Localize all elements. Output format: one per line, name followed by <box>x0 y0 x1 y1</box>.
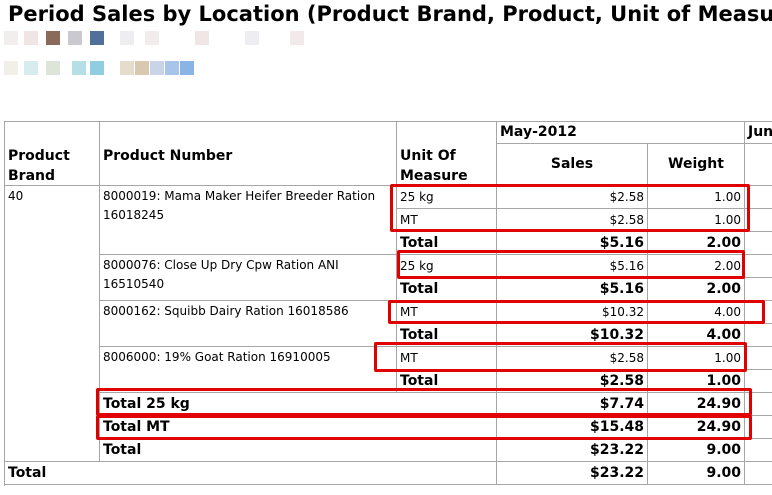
column-header: Weight <box>648 144 745 186</box>
product-brand: 40 <box>5 186 100 462</box>
empty-cell <box>745 255 772 278</box>
empty-cell <box>745 209 772 232</box>
column-header: Product Brand <box>5 122 100 186</box>
sales-value: $2.58 <box>497 370 648 393</box>
total-label: Total <box>397 232 497 255</box>
column-header: Sales <box>497 144 648 186</box>
total-label: Total <box>100 439 497 462</box>
empty-cell <box>745 416 772 439</box>
column-header: Product Number <box>100 122 397 186</box>
sales-value: $2.58 <box>497 186 648 209</box>
redacted-block <box>90 31 104 45</box>
weight-value: 2.00 <box>648 232 745 255</box>
empty-cell <box>745 144 772 186</box>
product-number: 8000162: Squibb Dairy Ration 16018586 <box>100 301 397 347</box>
weight-value: 4.00 <box>648 324 745 347</box>
highlight-box <box>96 415 752 440</box>
table-frame <box>4 121 772 486</box>
period-header: Jun <box>745 122 772 144</box>
redacted-block <box>24 61 38 75</box>
sales-value: $5.16 <box>497 278 648 301</box>
weight-value: 1.00 <box>648 370 745 393</box>
empty-cell <box>745 278 772 301</box>
empty-cell <box>745 439 772 462</box>
product-number: 8000019: Mama Maker Heifer Breeder Ratio… <box>100 186 397 255</box>
empty-cell <box>745 186 772 209</box>
redacted-block <box>180 61 194 75</box>
redacted-block <box>4 61 18 75</box>
weight-value: 9.00 <box>648 439 745 462</box>
highlight-box <box>374 342 747 372</box>
redacted-block <box>72 61 86 75</box>
product-number: 8006000: 19% Goat Ration 16910005 <box>100 347 397 393</box>
weight-value: 9.00 <box>648 462 745 485</box>
weight-value: 1.00 <box>648 186 745 209</box>
period-header: May-2012 <box>497 122 745 144</box>
redacted-block <box>135 61 149 75</box>
highlight-box <box>390 184 750 232</box>
redacted-block <box>290 31 304 45</box>
redacted-block <box>245 31 259 45</box>
sales-value: $10.32 <box>497 324 648 347</box>
empty-cell <box>745 347 772 370</box>
redacted-block <box>145 31 159 45</box>
redacted-block <box>150 61 164 75</box>
unit-of-measure: 25 kg <box>397 186 497 209</box>
report-title: Period Sales by Location (Product Brand,… <box>8 2 772 26</box>
column-header: Unit Of Measure <box>397 122 497 186</box>
redacted-block <box>24 31 38 45</box>
highlight-box <box>96 388 752 416</box>
redacted-block <box>120 31 134 45</box>
empty-cell <box>745 324 772 347</box>
redacted-block <box>120 61 134 75</box>
redacted-block <box>4 31 18 45</box>
weight-value: 2.00 <box>648 278 745 301</box>
empty-cell <box>745 370 772 393</box>
sales-value: $23.22 <box>497 462 648 485</box>
redacted-block <box>46 31 60 45</box>
redacted-block <box>165 61 179 75</box>
empty-cell <box>745 462 772 485</box>
total-label: Total <box>5 462 497 485</box>
sales-value: $23.22 <box>497 439 648 462</box>
empty-cell <box>745 393 772 416</box>
empty-cell <box>745 232 772 255</box>
total-label: Total <box>397 370 497 393</box>
highlight-box <box>397 250 745 279</box>
total-label: Total <box>397 324 497 347</box>
redacted-block <box>68 31 82 45</box>
highlight-box <box>388 300 765 324</box>
sales-value: $5.16 <box>497 232 648 255</box>
product-number: 8000076: Close Up Dry Cpw Ration ANI 165… <box>100 255 397 301</box>
redacted-block <box>46 61 60 75</box>
redacted-block <box>90 61 104 75</box>
total-label: Total <box>397 278 497 301</box>
redacted-block <box>195 31 209 45</box>
